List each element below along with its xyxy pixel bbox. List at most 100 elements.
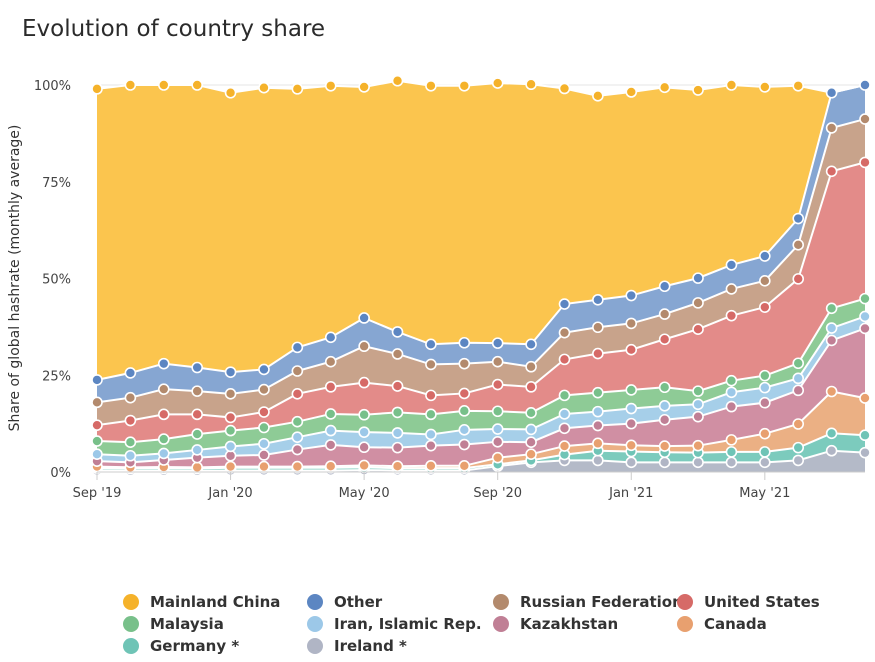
data-point[interactable] [258,406,270,418]
data-point[interactable] [592,405,604,418]
data-point[interactable] [391,326,404,338]
legend-item-kazakhstan[interactable]: Kazakhstan [490,614,674,633]
data-point[interactable] [458,460,471,472]
data-point[interactable] [291,431,304,443]
data-point[interactable] [658,308,671,320]
data-point[interactable] [592,90,604,102]
data-point[interactable] [625,289,638,302]
data-point[interactable] [324,408,337,420]
data-point[interactable] [725,374,738,387]
data-point[interactable] [258,383,270,396]
data-point[interactable] [391,380,404,392]
data-point[interactable] [692,398,704,411]
data-point[interactable] [592,347,604,360]
data-point[interactable] [792,454,805,467]
data-point[interactable] [759,250,771,262]
data-point[interactable] [658,280,671,293]
data-point[interactable] [558,326,571,339]
data-point[interactable] [157,408,170,421]
data-point[interactable] [859,429,871,442]
data-point[interactable] [391,74,404,87]
legend-item-malaysia[interactable]: Malaysia [120,614,304,633]
data-point[interactable] [792,212,805,225]
data-point[interactable] [425,79,437,92]
data-point[interactable] [558,82,571,95]
data-point[interactable] [525,448,537,460]
data-point[interactable] [558,353,571,366]
data-point[interactable] [592,437,604,450]
data-point[interactable] [391,441,404,454]
data-point[interactable] [525,406,537,419]
data-point[interactable] [324,79,337,92]
data-point[interactable] [358,408,370,421]
area-russian-federation[interactable] [97,119,865,426]
data-point[interactable] [391,427,404,439]
data-point[interactable] [725,259,738,271]
area-malaysia[interactable] [97,298,865,456]
data-point[interactable] [859,322,871,335]
data-point[interactable] [759,446,771,458]
legend-item-germany[interactable]: Germany * [120,636,304,655]
data-point[interactable] [258,81,270,94]
data-point[interactable] [725,309,738,322]
data-point[interactable] [324,331,337,344]
data-point[interactable] [625,402,638,415]
data-point[interactable] [425,460,437,472]
data-point[interactable] [291,365,304,377]
data-point[interactable] [191,444,203,456]
data-point[interactable] [825,444,838,457]
data-point[interactable] [224,424,237,437]
legend-item-united-states[interactable]: United States [674,592,834,611]
data-point[interactable] [825,322,838,334]
data-point[interactable] [124,449,137,462]
data-point[interactable] [825,334,838,347]
data-point[interactable] [224,86,237,99]
data-point[interactable] [759,275,771,287]
data-point[interactable] [792,441,805,454]
data-point[interactable] [258,437,270,450]
data-point[interactable] [859,392,871,404]
area-iran-islamic-rep[interactable] [97,316,865,463]
data-point[interactable] [491,337,504,349]
data-point[interactable] [91,83,103,95]
data-point[interactable] [358,376,370,389]
data-point[interactable] [658,381,671,394]
data-point[interactable] [91,374,103,386]
data-point[interactable] [558,422,571,435]
data-point[interactable] [191,79,203,91]
data-point[interactable] [825,122,838,134]
data-point[interactable] [258,421,270,434]
data-point[interactable] [291,388,304,400]
data-point[interactable] [625,343,638,356]
data-point[interactable] [425,338,437,351]
data-point[interactable] [558,389,571,402]
data-point[interactable] [391,460,404,472]
data-point[interactable] [759,427,771,440]
data-point[interactable] [759,369,771,382]
data-point[interactable] [191,428,203,440]
data-point[interactable] [759,381,771,394]
data-point[interactable] [324,355,337,368]
data-point[interactable] [224,388,237,400]
data-point[interactable] [625,317,638,330]
data-point[interactable] [692,297,704,309]
data-point[interactable] [658,81,671,94]
data-point[interactable] [258,449,270,461]
data-point[interactable] [725,283,738,295]
data-point[interactable] [558,408,571,420]
data-point[interactable] [91,419,103,431]
data-point[interactable] [592,321,604,334]
data-point[interactable] [491,405,504,418]
data-point[interactable] [625,86,638,98]
data-point[interactable] [458,357,471,370]
data-point[interactable] [725,79,738,91]
data-point[interactable] [725,446,738,458]
data-point[interactable] [224,460,237,473]
data-point[interactable] [358,340,370,353]
legend-item-mainland-china[interactable]: Mainland China [120,592,304,611]
data-point[interactable] [358,459,370,472]
data-point[interactable] [825,385,838,398]
data-point[interactable] [191,361,203,374]
data-point[interactable] [425,358,437,371]
data-point[interactable] [291,443,304,456]
